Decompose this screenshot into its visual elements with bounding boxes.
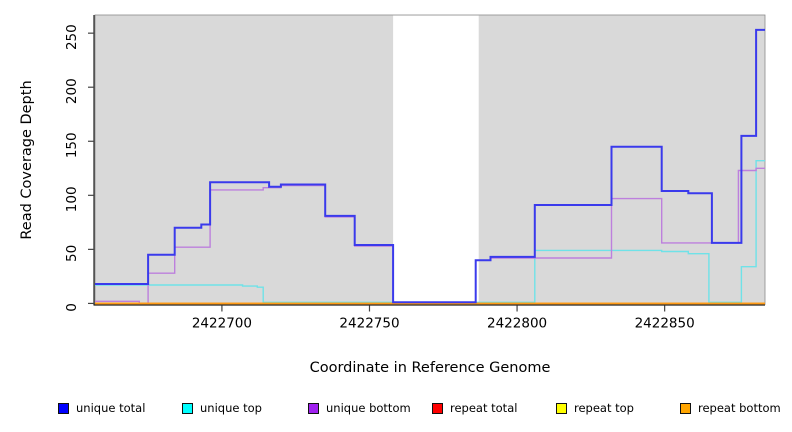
legend-item-unique-top: unique top	[182, 399, 262, 417]
x-tick-label: 2422850	[635, 316, 695, 332]
legend-swatch-icon	[182, 402, 193, 414]
x-tick-label: 2422800	[487, 316, 547, 332]
legend-swatch-icon	[58, 402, 69, 414]
legend-swatch-icon	[432, 402, 443, 414]
y-tick-label: 0	[64, 303, 80, 312]
legend-item-repeat-top: repeat top	[556, 399, 634, 417]
y-tick-label: 100	[64, 186, 80, 212]
legend-label: unique top	[200, 401, 262, 415]
legend-item-repeat-total: repeat total	[432, 399, 517, 417]
y-tick-label: 200	[64, 78, 80, 104]
legend-label: repeat bottom	[698, 401, 781, 415]
legend: unique total unique top unique bottom repea…	[0, 399, 792, 421]
series-line-unique-top	[95, 160, 765, 303]
legend-swatch-icon	[680, 402, 691, 414]
legend-item-repeat-bottom: repeat bottom	[680, 399, 781, 417]
y-tick-label: 150	[64, 132, 80, 158]
legend-item-unique-total: unique total	[58, 399, 145, 417]
x-tick-label: 2422700	[192, 316, 252, 332]
legend-item-unique-bottom: unique bottom	[308, 399, 411, 417]
y-axis-title: Read Coverage Depth	[19, 80, 35, 240]
legend-label: unique total	[76, 401, 146, 415]
series-line-unique-total	[95, 28, 765, 304]
y-tick-label: 250	[64, 24, 80, 50]
x-axis-title: Coordinate in Reference Genome	[309, 360, 551, 376]
legend-swatch-icon	[308, 402, 319, 414]
x-tick-label: 2422750	[339, 316, 399, 332]
legend-label: unique bottom	[326, 401, 411, 415]
legend-label: repeat top	[574, 401, 634, 415]
y-tick-label: 50	[64, 245, 80, 262]
legend-label: repeat total	[450, 401, 518, 415]
legend-swatch-icon	[556, 402, 567, 414]
coverage-gap-band	[393, 15, 479, 304]
